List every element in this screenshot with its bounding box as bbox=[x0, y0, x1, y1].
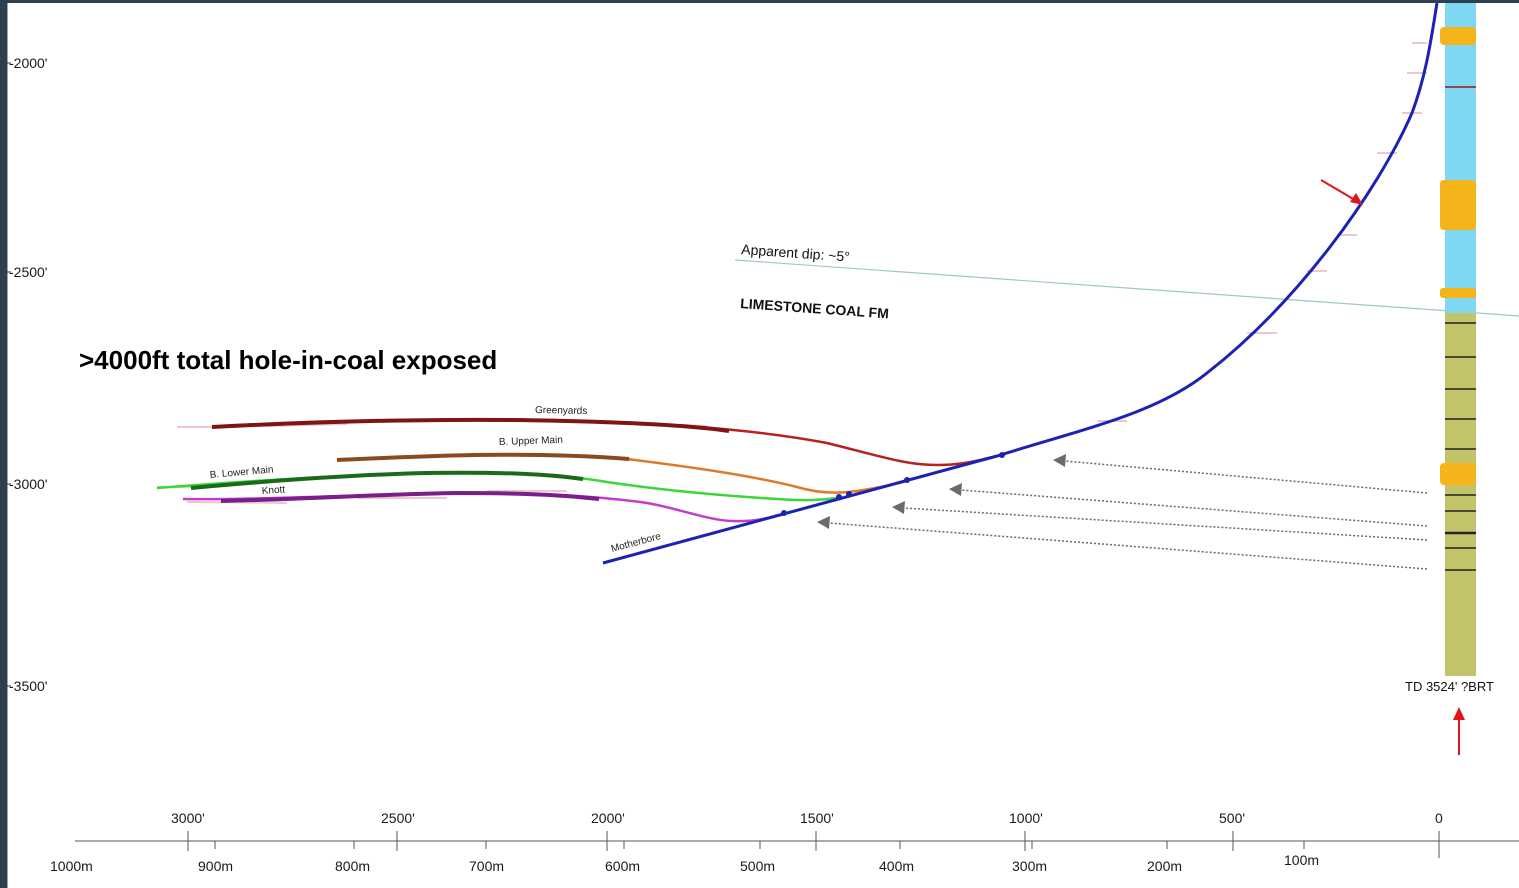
log-upper-section bbox=[1445, 3, 1476, 313]
b-lower-main-lateral-dark bbox=[190, 470, 584, 490]
well-label-knott: Knott bbox=[261, 484, 285, 497]
ft-tick: 1500' bbox=[800, 810, 834, 826]
coal-marker bbox=[1440, 288, 1476, 298]
b-lower-main-lateral bbox=[156, 471, 838, 502]
well-trajectories bbox=[156, 3, 1439, 565]
depth-axis: -2000' -2500' -3000' -3500' bbox=[7, 55, 47, 694]
cross-section-svg: -2000' -2500' -3000' -3500' 3000' 2500' … bbox=[7, 3, 1519, 888]
m-tick: 1000m bbox=[50, 858, 93, 874]
well-label-b-upper-main: B. Upper Main bbox=[499, 435, 563, 448]
ft-tick: 2500' bbox=[381, 810, 415, 826]
ft-tick: 0 bbox=[1435, 810, 1443, 826]
correlation-arrows bbox=[817, 454, 1428, 570]
motherbore-trajectory bbox=[602, 3, 1439, 565]
knott-lateral-dark bbox=[220, 490, 600, 503]
red-arrow-td bbox=[1453, 707, 1465, 755]
td-label: TD 3524' ?BRT bbox=[1405, 679, 1494, 694]
coal-marker bbox=[1440, 27, 1476, 45]
m-tick: 900m bbox=[198, 858, 233, 874]
well-log-column bbox=[1440, 3, 1476, 676]
apparent-dip-label: Apparent dip: ~5° bbox=[741, 241, 851, 265]
distance-axis: 3000' 2500' 2000' 1500' 1000' 500' 0 100… bbox=[50, 810, 1519, 874]
headline: >4000ft total hole-in-coal exposed bbox=[79, 345, 497, 375]
b-upper-main-lateral-dark bbox=[336, 452, 630, 462]
ft-tick: 500' bbox=[1219, 810, 1245, 826]
ft-tick: 1000' bbox=[1009, 810, 1043, 826]
ft-tick: 3000' bbox=[171, 810, 205, 826]
m-tick: 500m bbox=[740, 858, 775, 874]
m-tick: 100m bbox=[1284, 852, 1319, 868]
faint-log-marks bbox=[157, 42, 1427, 504]
m-tick: 700m bbox=[469, 858, 504, 874]
depth-tick: -2500' bbox=[9, 264, 47, 280]
knott-lateral bbox=[182, 491, 788, 523]
apparent-dip-line bbox=[734, 259, 1519, 317]
m-tick: 600m bbox=[605, 858, 640, 874]
well-label-b-lower-main: B. Lower Main bbox=[209, 464, 274, 481]
m-tick: 800m bbox=[335, 858, 370, 874]
ft-tick: 2000' bbox=[591, 810, 625, 826]
m-tick: 400m bbox=[879, 858, 914, 874]
depth-tick: -3000' bbox=[9, 476, 47, 492]
m-tick: 300m bbox=[1012, 858, 1047, 874]
red-arrow-trajectory bbox=[1320, 179, 1363, 205]
coal-marker bbox=[1440, 463, 1476, 485]
greenyards-lateral-dark bbox=[211, 417, 730, 433]
formation-label: LIMESTONE COAL FM bbox=[740, 295, 890, 321]
m-tick: 200m bbox=[1147, 858, 1182, 874]
cross-section-canvas: -2000' -2500' -3000' -3500' 3000' 2500' … bbox=[7, 3, 1519, 888]
coal-marker bbox=[1440, 180, 1476, 230]
well-label-motherbore: Motherbore bbox=[610, 531, 663, 555]
depth-tick: -3500' bbox=[9, 678, 47, 694]
well-label-greenyards: Greenyards bbox=[535, 405, 587, 417]
depth-tick: -2000' bbox=[9, 55, 47, 71]
